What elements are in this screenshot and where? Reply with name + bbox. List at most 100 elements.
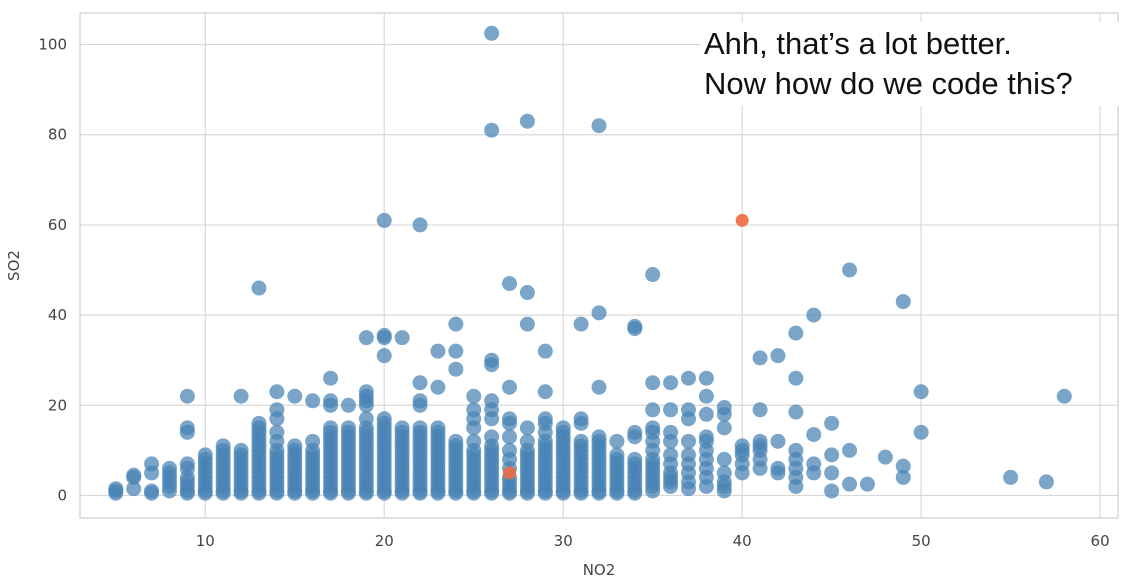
data-point — [358, 411, 374, 427]
x-tick-labels: 10 20 30 40 50 60 — [196, 532, 1110, 550]
data-point — [466, 388, 482, 404]
data-point — [484, 429, 500, 445]
data-point — [537, 343, 553, 359]
data-point — [716, 420, 732, 436]
x-tick-label: 60 — [1091, 532, 1110, 550]
data-point — [842, 476, 858, 492]
data-point — [716, 400, 732, 416]
y-tick-label: 80 — [48, 126, 67, 144]
data-point — [716, 465, 732, 481]
data-point — [358, 330, 374, 346]
data-point — [502, 379, 518, 395]
data-point — [752, 402, 768, 418]
data-point — [519, 420, 535, 436]
data-point — [394, 330, 410, 346]
data-point — [269, 384, 285, 400]
data-point — [502, 442, 518, 458]
data-point — [824, 447, 840, 463]
data-point — [770, 433, 786, 449]
data-point — [645, 375, 661, 391]
y-axis-label: SO2 — [5, 250, 23, 281]
y-tick-labels: 0 20 40 60 80 100 — [38, 36, 67, 505]
data-point — [627, 451, 643, 467]
data-point — [573, 316, 589, 332]
data-point — [502, 429, 518, 445]
data-point — [502, 411, 518, 427]
data-point — [752, 433, 768, 449]
x-tick-label: 10 — [196, 532, 215, 550]
data-point — [484, 25, 500, 41]
annotation-line-2: Now how do we code this? — [704, 66, 1073, 101]
data-point — [179, 388, 195, 404]
data-point — [716, 451, 732, 467]
data-point — [895, 294, 911, 310]
data-point — [806, 427, 822, 443]
data-point — [1003, 469, 1019, 485]
data-point — [842, 442, 858, 458]
data-point — [609, 433, 625, 449]
data-point — [430, 343, 446, 359]
data-point — [895, 469, 911, 485]
data-point — [233, 442, 249, 458]
data-point — [806, 307, 822, 323]
data-point — [680, 402, 696, 418]
data-point — [680, 370, 696, 386]
data-point — [663, 375, 679, 391]
data-point — [448, 343, 464, 359]
data-point — [269, 402, 285, 418]
data-point — [484, 352, 500, 368]
annotation-box: Ahh, that’s a lot better. Now how do we … — [700, 22, 1128, 106]
data-point — [251, 280, 267, 296]
data-point — [627, 424, 643, 440]
data-point — [466, 402, 482, 418]
data-point — [233, 388, 249, 404]
data-point — [573, 411, 589, 427]
y-tick-label: 60 — [48, 216, 67, 234]
data-point — [126, 467, 142, 483]
data-point — [519, 285, 535, 301]
data-point — [179, 456, 195, 472]
data-point — [913, 424, 929, 440]
data-point — [144, 456, 160, 472]
data-point — [287, 388, 303, 404]
data-point — [323, 370, 339, 386]
data-point — [645, 420, 661, 436]
data-point — [412, 420, 428, 436]
data-point — [376, 348, 392, 364]
data-point — [591, 118, 607, 134]
data-point — [215, 438, 231, 454]
data-point — [305, 433, 321, 449]
data-point — [376, 327, 392, 343]
data-point — [698, 388, 714, 404]
data-point — [340, 420, 356, 436]
y-tick-label: 20 — [48, 396, 67, 414]
data-point — [448, 433, 464, 449]
data-point — [842, 262, 858, 278]
data-point — [555, 420, 571, 436]
plot-frame — [79, 12, 1119, 519]
y-tick-label: 100 — [38, 36, 67, 54]
highlight-point — [503, 466, 517, 480]
y-tick-label: 0 — [57, 486, 67, 504]
data-point — [376, 411, 392, 427]
scatter-points — [108, 25, 1072, 501]
data-point — [663, 402, 679, 418]
data-point — [680, 433, 696, 449]
data-point — [376, 212, 392, 228]
data-point — [519, 316, 535, 332]
annotation-line-1: Ahh, that’s a lot better. — [704, 26, 1012, 61]
data-point — [573, 433, 589, 449]
data-point — [752, 350, 768, 366]
data-point — [358, 384, 374, 400]
data-point — [484, 122, 500, 138]
data-point — [537, 411, 553, 427]
data-point — [877, 449, 893, 465]
data-point — [502, 276, 518, 292]
data-point — [144, 483, 160, 499]
data-point — [895, 458, 911, 474]
data-point — [913, 384, 929, 400]
data-point — [323, 420, 339, 436]
data-point — [305, 393, 321, 409]
data-point — [680, 447, 696, 463]
x-tick-label: 20 — [375, 532, 394, 550]
